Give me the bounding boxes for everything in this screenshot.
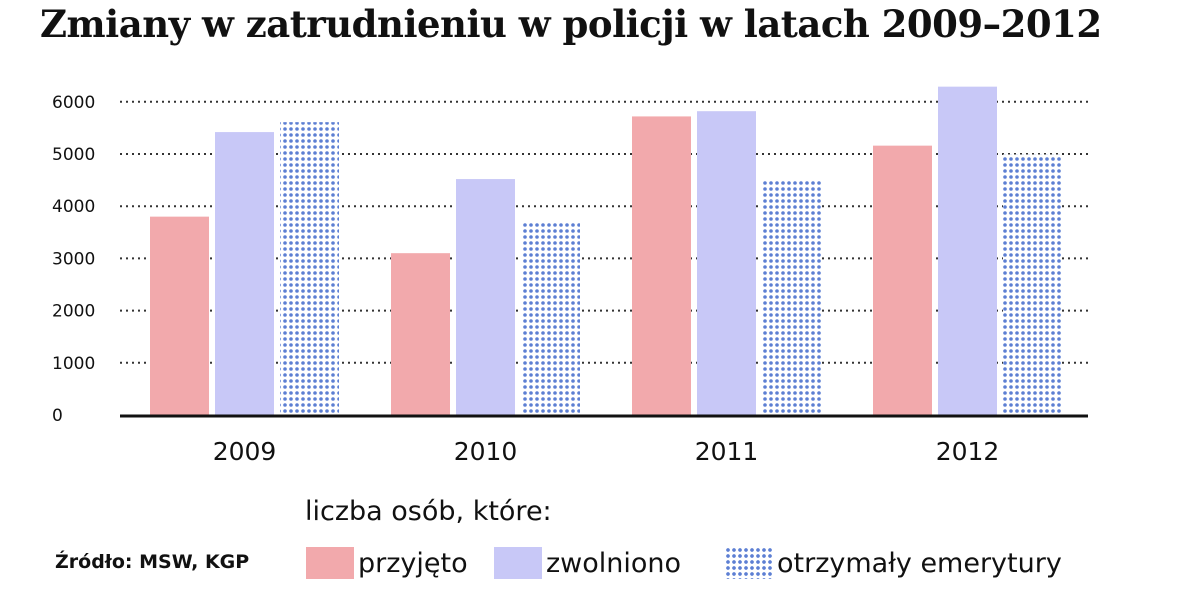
y-axis-ticks: 0 1000 2000 3000 4000 5000 6000: [52, 93, 95, 426]
legend-swatch-zwolniono: [494, 547, 542, 579]
x-category-label: 2011: [695, 437, 759, 466]
bar-2010-series-0: [391, 253, 450, 415]
legend-item-emerytury: otrzymały emerytury: [725, 545, 1062, 581]
bar-2011-series-1: [697, 111, 756, 416]
bar-2009-series-2: [280, 122, 339, 416]
y-tick-label: 4000: [52, 197, 95, 217]
bar-2009-series-0: [150, 216, 209, 415]
bar-2012-series-2: [1003, 154, 1062, 415]
y-tick-label: 5000: [52, 145, 95, 165]
x-category-label: 2010: [454, 437, 518, 466]
bar-2010-series-1: [456, 179, 515, 415]
legend-item-zwolniono: zwolniono: [494, 545, 681, 581]
chart-title: Zmiany w zatrudnieniu w policji w latach…: [40, 2, 1102, 46]
bars: [150, 86, 1062, 416]
bar-2009-series-1: [215, 132, 274, 416]
y-tick-label: 0: [52, 406, 63, 426]
x-axis-categories: 2009 2010 2011 2012: [213, 437, 1000, 466]
legend-label-przyjeto: przyjęto: [358, 547, 468, 579]
legend-swatch-emerytury: [725, 547, 773, 579]
legend-swatch-przyjeto: [306, 547, 354, 579]
legend-title: liczba osób, które:: [305, 496, 552, 527]
legend-item-przyjeto: przyjęto: [306, 545, 468, 581]
legend-label-zwolniono: zwolniono: [546, 547, 682, 579]
y-tick-label: 6000: [52, 93, 95, 113]
bar-2011-series-2: [762, 180, 821, 415]
y-tick-label: 2000: [52, 302, 95, 322]
bar-2012-series-1: [938, 86, 997, 416]
bar-2011-series-0: [632, 116, 691, 415]
y-tick-label: 1000: [52, 354, 95, 374]
x-category-label: 2012: [936, 437, 1000, 466]
source-note: Źródło: MSW, KGP: [55, 551, 250, 573]
y-tick-label: 3000: [52, 249, 95, 269]
bar-2012-series-0: [873, 145, 932, 415]
bar-2010-series-2: [521, 222, 580, 415]
x-category-label: 2009: [213, 437, 277, 466]
legend-label-emerytury: otrzymały emerytury: [777, 547, 1062, 579]
